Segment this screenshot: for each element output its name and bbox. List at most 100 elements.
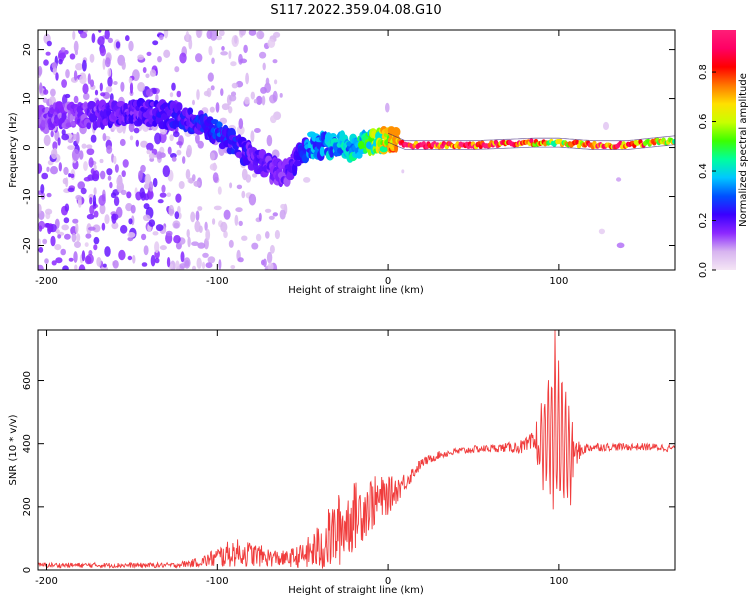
x-tick-label: 100 — [549, 276, 568, 287]
heatmap-cell — [274, 229, 280, 240]
heatmap-cell — [127, 236, 134, 242]
heatmap-cell — [104, 214, 110, 225]
heatmap-cell — [204, 221, 208, 231]
colorbar: 0.0 0.2 0.4 0.6 0.8 Normalized spectral ampl… — [698, 30, 749, 278]
heatmap-cell — [172, 220, 181, 229]
heatmap-cell — [60, 248, 66, 256]
x-tick-label: -100 — [206, 276, 229, 287]
spectrogram-y-axis: -20 -10 0 10 20 — [22, 43, 675, 254]
heatmap-cell — [61, 94, 68, 106]
heatmap-cell — [105, 86, 113, 93]
heatmap-cell — [229, 182, 233, 189]
heatmap-cell — [40, 192, 46, 200]
heatmap-cell — [58, 58, 63, 65]
heatmap-ridge-cell — [65, 122, 72, 128]
heatmap-cell — [74, 264, 78, 270]
y-tick-label: -20 — [22, 237, 33, 253]
heatmap-cell — [234, 214, 239, 226]
heatmap-cell — [90, 134, 97, 143]
heatmap-cell — [99, 82, 103, 92]
heatmap-cell — [79, 75, 87, 85]
heatmap-cell — [143, 203, 150, 210]
heatmap-cell — [38, 238, 41, 247]
y-tick-label: 0 — [22, 567, 33, 573]
heatmap-cell — [250, 91, 255, 100]
heatmap-cell — [238, 220, 243, 227]
heatmap-cell — [85, 233, 92, 239]
heatmap-cell — [180, 251, 185, 263]
heatmap-cell — [45, 51, 51, 56]
heatmap-cell — [75, 222, 79, 234]
heatmap-ridge-cell — [379, 145, 388, 153]
heatmap-cell — [262, 62, 266, 71]
heatmap-cell — [264, 208, 272, 213]
heatmap-cell — [128, 77, 133, 84]
heatmap-cell — [162, 165, 170, 178]
snr-series-layer — [38, 330, 675, 569]
colorbar-tick-label: 0.8 — [698, 64, 709, 80]
heatmap-cell — [99, 46, 106, 57]
heatmap-cell — [121, 170, 126, 178]
heatmap-cell — [186, 229, 190, 238]
heatmap-cell — [77, 181, 85, 190]
heatmap-cell — [208, 45, 213, 56]
snr-frame — [37, 329, 676, 571]
heatmap-cell — [38, 203, 42, 214]
heatmap-cell — [197, 140, 204, 149]
heatmap-cell — [272, 59, 278, 64]
heatmap-cell — [50, 148, 58, 160]
heatmap-cell — [74, 241, 81, 249]
heatmap-cell — [92, 169, 100, 180]
heatmap-cell — [113, 155, 117, 165]
heatmap-cell — [220, 88, 224, 96]
spectrogram-ridge-layer — [38, 97, 675, 188]
heatmap-ridge-cell — [391, 126, 401, 137]
heatmap-cell — [98, 195, 106, 206]
heatmap-cell — [220, 51, 229, 56]
heatmap-cell — [188, 38, 193, 50]
colorbar-label: Normalized spectral amplitude — [738, 73, 749, 227]
heatmap-cell — [81, 143, 87, 149]
heatmap-ridge-cell — [176, 102, 183, 112]
heatmap-cell — [165, 230, 173, 237]
heatmap-cell — [70, 173, 75, 178]
heatmap-cell — [120, 224, 128, 234]
heatmap-cell — [127, 255, 133, 261]
heatmap-cell — [107, 37, 113, 44]
heatmap-cell — [39, 82, 43, 94]
colorbar-tick-label: 0.4 — [698, 163, 709, 179]
heatmap-cell — [75, 194, 82, 201]
heatmap-cell — [171, 82, 176, 91]
snr-x-axis-label: Height of straight line (km) — [288, 585, 424, 596]
heatmap-cell — [107, 68, 112, 77]
heatmap-cell — [207, 256, 216, 264]
heatmap-cell — [141, 262, 148, 267]
heatmap-cell — [102, 133, 107, 142]
heatmap-cell — [120, 189, 127, 196]
heatmap-cell — [241, 235, 248, 241]
spectrogram-x-axis: -200 -100 0 100 — [35, 30, 568, 287]
heatmap-cell — [63, 217, 70, 224]
heatmap-cell — [169, 134, 174, 142]
heatmap-cell — [57, 234, 62, 239]
heatmap-cell — [41, 172, 49, 180]
heatmap-cell — [223, 209, 231, 220]
heatmap-cell — [50, 88, 56, 97]
heatmap-cell — [250, 130, 255, 143]
heatmap-cell — [86, 213, 95, 220]
heatmap-cell — [140, 140, 148, 148]
heatmap-cell — [145, 73, 150, 79]
heatmap-cell — [88, 157, 94, 168]
heatmap-cell — [195, 133, 200, 144]
heatmap-cell — [268, 215, 275, 220]
heatmap-cell — [47, 224, 52, 235]
heatmap-cell — [258, 212, 262, 222]
heatmap-cell — [50, 235, 56, 247]
heatmap-cell — [102, 58, 106, 70]
heatmap-cell — [69, 53, 76, 60]
heatmap-cell — [72, 218, 79, 224]
heatmap-cell — [159, 245, 167, 251]
heatmap-cell — [93, 164, 97, 171]
heatmap-cell — [51, 62, 57, 69]
